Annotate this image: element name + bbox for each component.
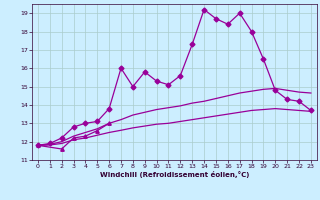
X-axis label: Windchill (Refroidissement éolien,°C): Windchill (Refroidissement éolien,°C) bbox=[100, 171, 249, 178]
